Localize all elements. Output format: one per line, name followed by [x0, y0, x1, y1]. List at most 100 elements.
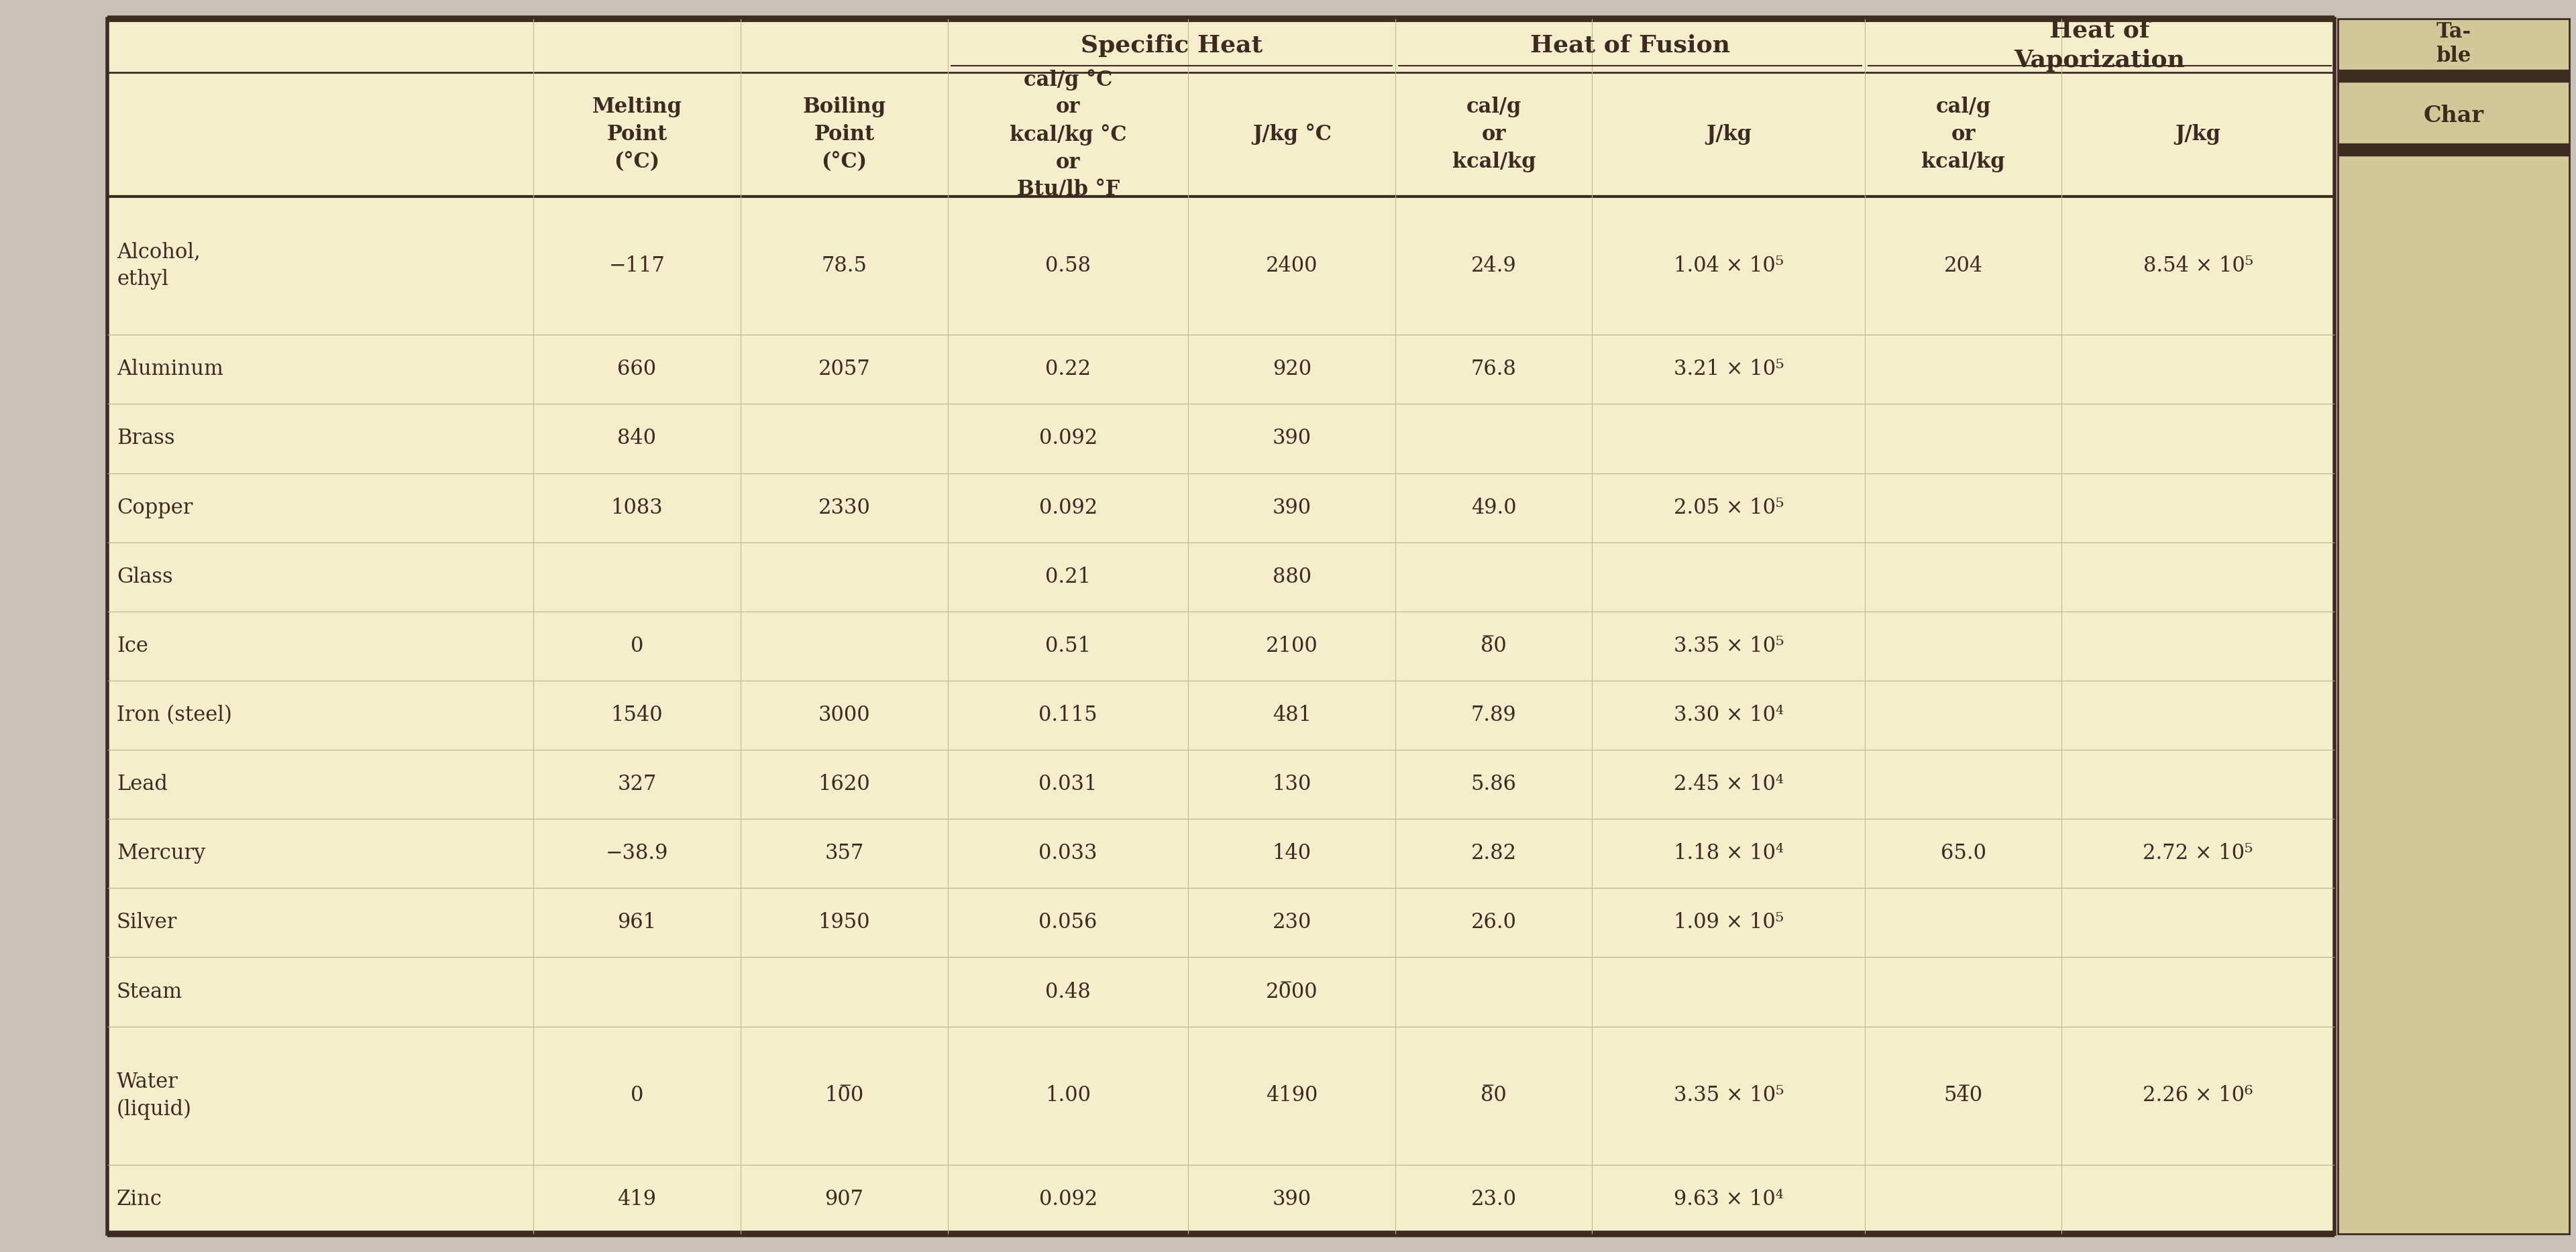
Text: 130: 130 — [1273, 774, 1311, 795]
Text: 2100: 2100 — [1265, 636, 1319, 656]
Text: 907: 907 — [824, 1189, 863, 1209]
Text: 9.63 × 10⁴: 9.63 × 10⁴ — [1674, 1189, 1783, 1209]
Text: 20̅00: 20̅00 — [1265, 982, 1319, 1002]
Text: Brass: Brass — [116, 428, 175, 449]
Text: ble: ble — [2437, 45, 2470, 66]
Text: 2.82: 2.82 — [1471, 843, 1517, 864]
Text: 1.09 × 10⁵: 1.09 × 10⁵ — [1674, 913, 1783, 933]
Text: 49.0: 49.0 — [1471, 497, 1517, 518]
Text: J/kg: J/kg — [2174, 124, 2221, 145]
Bar — [2339, 19, 2568, 1234]
Text: 230: 230 — [1273, 913, 1311, 933]
Text: 26.0: 26.0 — [1471, 913, 1517, 933]
Text: 3.30 × 10⁴: 3.30 × 10⁴ — [1674, 705, 1783, 726]
Text: cal/g
or
kcal/kg: cal/g or kcal/kg — [1922, 96, 2004, 172]
Text: 660: 660 — [618, 359, 657, 379]
Text: 481: 481 — [1273, 705, 1311, 726]
Text: 4190: 4190 — [1265, 1085, 1319, 1106]
Text: 8̅0: 8̅0 — [1481, 1085, 1507, 1106]
Text: 2.26 × 10⁶: 2.26 × 10⁶ — [2143, 1085, 2254, 1106]
Text: 840: 840 — [618, 428, 657, 449]
Text: 204: 204 — [1945, 255, 1984, 275]
Text: 1540: 1540 — [611, 705, 662, 726]
Text: Alcohol,
ethyl: Alcohol, ethyl — [116, 242, 201, 289]
Text: 8̅0: 8̅0 — [1481, 636, 1507, 656]
Text: Lead: Lead — [116, 774, 167, 795]
Text: 0.22: 0.22 — [1046, 359, 1090, 379]
Text: 78.5: 78.5 — [822, 255, 868, 275]
Text: 0.58: 0.58 — [1046, 255, 1090, 275]
Text: Heat of
Vaporization: Heat of Vaporization — [2014, 19, 2184, 73]
Text: 7.89: 7.89 — [1471, 705, 1517, 726]
Text: 419: 419 — [618, 1189, 657, 1209]
Text: 54̅0: 54̅0 — [1945, 1085, 1984, 1106]
Text: 390: 390 — [1273, 428, 1311, 449]
Text: 3.21 × 10⁵: 3.21 × 10⁵ — [1674, 359, 1783, 379]
Text: 0.033: 0.033 — [1038, 843, 1097, 864]
Text: cal/g
or
kcal/kg: cal/g or kcal/kg — [1453, 96, 1535, 172]
Text: 0.48: 0.48 — [1046, 982, 1090, 1002]
Text: 2057: 2057 — [819, 359, 871, 379]
Text: 24.9: 24.9 — [1471, 255, 1517, 275]
Text: J/kg: J/kg — [1705, 124, 1752, 145]
Text: Mercury: Mercury — [116, 843, 206, 864]
Text: 327: 327 — [618, 774, 657, 795]
Text: Heat of Fusion: Heat of Fusion — [1530, 34, 1731, 58]
Text: 1.04 × 10⁵: 1.04 × 10⁵ — [1674, 255, 1783, 275]
Text: Melting
Point
(°C): Melting Point (°C) — [592, 96, 683, 172]
Text: Zinc: Zinc — [116, 1189, 162, 1209]
Text: 0.115: 0.115 — [1038, 705, 1097, 726]
Text: 0.031: 0.031 — [1038, 774, 1097, 795]
Bar — [108, 19, 2334, 1234]
Text: 0.056: 0.056 — [1038, 913, 1097, 933]
Text: Iron (steel): Iron (steel) — [116, 705, 232, 726]
Text: Ice: Ice — [116, 636, 149, 656]
Text: 0: 0 — [631, 636, 644, 656]
Text: 1.18 × 10⁴: 1.18 × 10⁴ — [1674, 843, 1783, 864]
Text: 1950: 1950 — [819, 913, 871, 933]
Text: 920: 920 — [1273, 359, 1311, 379]
Text: 5.86: 5.86 — [1471, 774, 1517, 795]
Text: Specific Heat: Specific Heat — [1082, 34, 1262, 58]
Text: Silver: Silver — [116, 913, 178, 933]
Text: 10̅0: 10̅0 — [824, 1085, 863, 1106]
Text: 390: 390 — [1273, 1189, 1311, 1209]
Text: 880: 880 — [1273, 566, 1311, 587]
Text: Aluminum: Aluminum — [116, 359, 224, 379]
Text: 3.35 × 10⁵: 3.35 × 10⁵ — [1674, 1085, 1783, 1106]
Text: 357: 357 — [824, 843, 863, 864]
Text: Ta-: Ta- — [2437, 21, 2470, 43]
Text: Copper: Copper — [116, 497, 193, 518]
Text: 140: 140 — [1273, 843, 1311, 864]
Text: 390: 390 — [1273, 497, 1311, 518]
Text: 65.0: 65.0 — [1940, 843, 1986, 864]
Text: Char: Char — [2424, 105, 2483, 126]
Text: Boiling
Point
(°C): Boiling Point (°C) — [804, 96, 886, 172]
Text: 1083: 1083 — [611, 497, 662, 518]
Text: 1620: 1620 — [819, 774, 871, 795]
Text: 0.51: 0.51 — [1046, 636, 1090, 656]
Text: Steam: Steam — [116, 982, 183, 1002]
Text: Water
(liquid): Water (liquid) — [116, 1072, 191, 1119]
Text: 1.00: 1.00 — [1046, 1085, 1090, 1106]
Text: Glass: Glass — [116, 566, 173, 587]
Text: 2.45 × 10⁴: 2.45 × 10⁴ — [1674, 774, 1783, 795]
Text: −38.9: −38.9 — [605, 843, 667, 864]
Text: 2400: 2400 — [1265, 255, 1319, 275]
Text: 0.21: 0.21 — [1046, 566, 1090, 587]
Text: 961: 961 — [618, 913, 657, 933]
Text: 2.72 × 10⁵: 2.72 × 10⁵ — [2143, 843, 2254, 864]
Text: 23.0: 23.0 — [1471, 1189, 1517, 1209]
Text: 76.8: 76.8 — [1471, 359, 1517, 379]
Text: 2.05 × 10⁵: 2.05 × 10⁵ — [1674, 497, 1783, 518]
Text: 0.092: 0.092 — [1038, 428, 1097, 449]
Text: −117: −117 — [608, 255, 665, 275]
Text: cal/g °C
or
kcal/kg °C
or
Btu/lb °F: cal/g °C or kcal/kg °C or Btu/lb °F — [1010, 69, 1126, 200]
Text: 0: 0 — [631, 1085, 644, 1106]
Text: 8.54 × 10⁵: 8.54 × 10⁵ — [2143, 255, 2254, 275]
Text: 3000: 3000 — [819, 705, 871, 726]
Text: 0.092: 0.092 — [1038, 497, 1097, 518]
Text: 0.092: 0.092 — [1038, 1189, 1097, 1209]
Text: J/kg °C: J/kg °C — [1252, 124, 1332, 145]
Text: 2330: 2330 — [819, 497, 871, 518]
